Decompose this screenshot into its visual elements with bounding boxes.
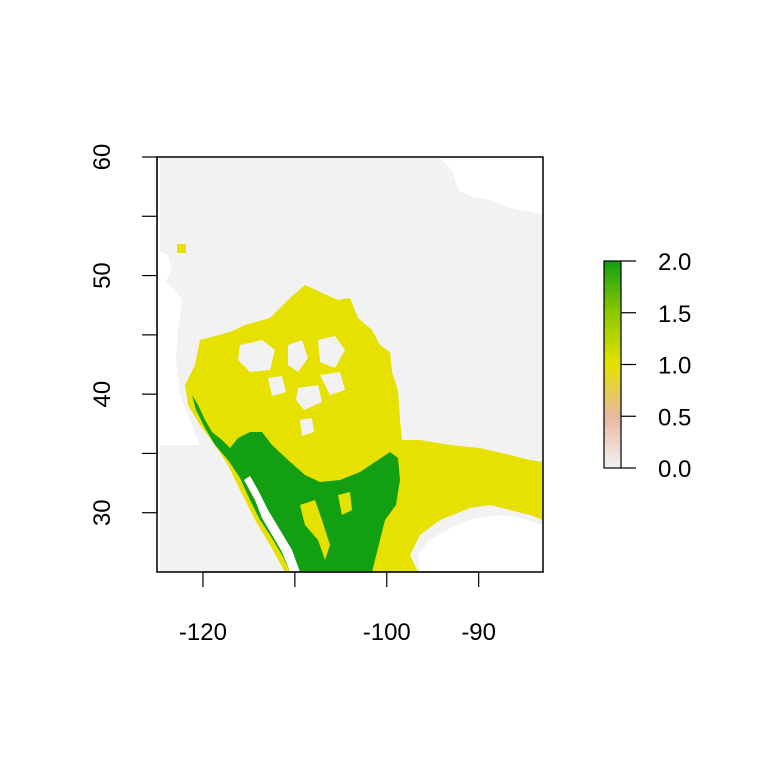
y-tick-label: 50: [89, 262, 116, 289]
legend-tick-label: 1.5: [658, 301, 691, 328]
legend-tick-label: 1.0: [658, 353, 691, 380]
color-legend: 0.0 0.5 1.0 1.5 2.0: [604, 249, 691, 483]
x-axis: -120 -100 -90: [179, 572, 496, 646]
raster-patch-north: [177, 244, 186, 253]
y-axis: 30 40 50 60: [89, 144, 157, 526]
y-tick-label: 30: [89, 499, 116, 526]
y-tick-label: 40: [89, 381, 116, 408]
legend-tick-label: 0.5: [658, 404, 691, 431]
x-tick-label: -120: [179, 619, 227, 646]
x-tick-label: -90: [461, 619, 496, 646]
legend-tick-label: 2.0: [658, 249, 691, 276]
legend-bar: [604, 261, 621, 468]
raster-layer: [157, 158, 543, 572]
x-tick-label: -100: [363, 619, 411, 646]
legend-tick-label: 0.0: [658, 456, 691, 483]
y-tick-label: 60: [89, 144, 116, 171]
